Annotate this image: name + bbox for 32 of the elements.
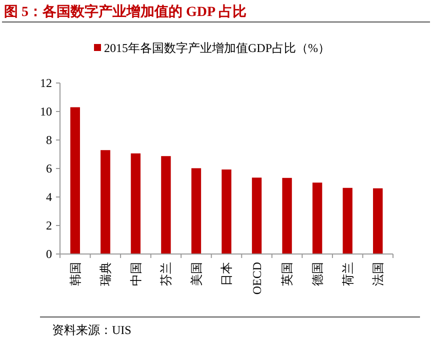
x-tick-label: 美国 bbox=[189, 262, 204, 286]
x-tick-label: 中国 bbox=[128, 262, 143, 286]
y-tick-label: 4 bbox=[46, 190, 52, 204]
bar bbox=[252, 178, 262, 254]
x-tick-label: 法国 bbox=[371, 262, 386, 286]
bar bbox=[342, 188, 352, 254]
x-tick-label: 日本 bbox=[220, 262, 234, 286]
bar bbox=[100, 150, 110, 254]
x-tick-label: 芬兰 bbox=[159, 262, 174, 286]
bar bbox=[373, 188, 383, 254]
x-tick-label: 瑞典 bbox=[98, 262, 113, 286]
y-tick-label: 8 bbox=[46, 133, 52, 148]
y-tick-label: 6 bbox=[46, 162, 52, 176]
x-tick-label: OECD bbox=[250, 262, 264, 295]
x-tick-label: 韩国 bbox=[68, 262, 82, 286]
x-tick-label: 英国 bbox=[280, 262, 294, 286]
bar bbox=[70, 107, 80, 254]
legend-label: 2015年各国数字产业增加值GDP占比（%） bbox=[104, 41, 330, 56]
bar bbox=[222, 169, 232, 254]
x-tick-label: 德国 bbox=[310, 262, 325, 286]
y-tick-label: 10 bbox=[40, 104, 52, 119]
y-tick-label: 0 bbox=[46, 247, 52, 262]
y-tick-label: 2 bbox=[46, 218, 52, 233]
bar bbox=[312, 182, 322, 254]
text: 资料来源：UIS bbox=[52, 323, 132, 337]
bar bbox=[282, 178, 292, 254]
bar bbox=[191, 168, 202, 254]
bar bbox=[130, 153, 141, 254]
y-tick-label: 12 bbox=[40, 76, 52, 90]
chart-title: 图 5：各国数字产业增加值的 GDP 占比 bbox=[4, 3, 246, 20]
bar bbox=[161, 156, 171, 254]
x-tick-label: 荷兰 bbox=[340, 262, 355, 286]
